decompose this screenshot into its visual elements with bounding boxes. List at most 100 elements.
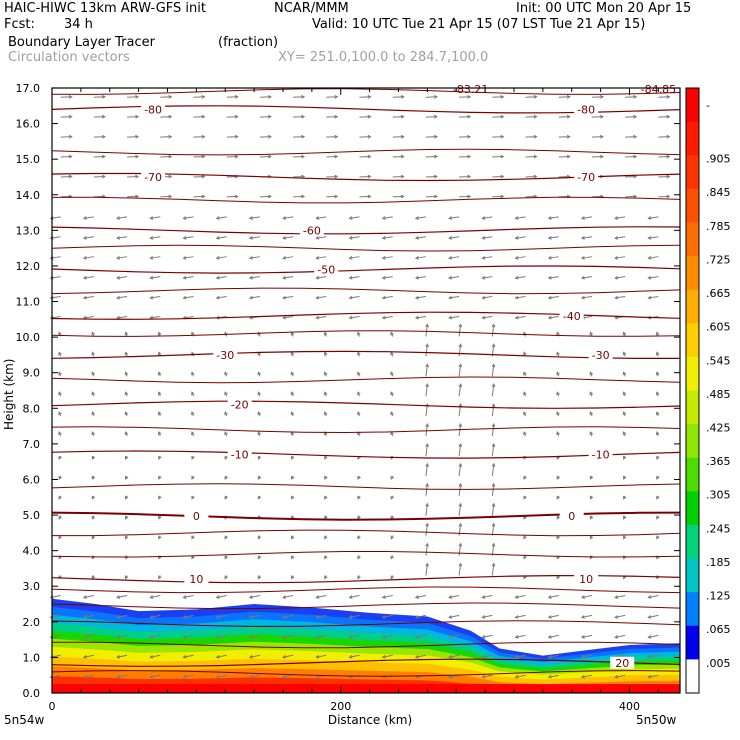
circulation-vector-head bbox=[357, 411, 361, 416]
circulation-vector bbox=[216, 236, 227, 239]
circulation-vector bbox=[326, 156, 338, 158]
circulation-vector bbox=[581, 614, 593, 618]
circulation-vector bbox=[525, 96, 537, 98]
circulation-vector bbox=[548, 216, 559, 219]
circulation-vector bbox=[216, 634, 227, 638]
circulation-vector-head bbox=[381, 295, 386, 300]
circulation-vector-head bbox=[458, 542, 463, 547]
circulation-vector-head bbox=[215, 615, 220, 619]
circulation-vector-head bbox=[623, 495, 627, 500]
circulation-vector bbox=[226, 116, 238, 118]
circulation-vector-head bbox=[357, 331, 361, 336]
top-contour-label: -83.21 bbox=[453, 83, 488, 96]
circulation-vector bbox=[349, 634, 360, 638]
circulation-vector-head bbox=[168, 94, 173, 99]
y-tick-label: 10.0 bbox=[16, 331, 41, 344]
circulation-vector-head bbox=[514, 295, 519, 300]
circulation-vector bbox=[359, 136, 371, 138]
circulation-vector-head bbox=[357, 495, 361, 500]
circulation-vector-head bbox=[323, 331, 328, 336]
circulation-vector bbox=[349, 296, 360, 299]
circulation-vector bbox=[193, 136, 205, 138]
circulation-vector-head bbox=[323, 391, 328, 396]
circulation-vector-head bbox=[248, 654, 253, 659]
circulation-vector-head bbox=[101, 94, 106, 99]
circulation-vector-head bbox=[458, 462, 463, 467]
circulation-vector-head bbox=[301, 134, 306, 139]
circulation-vector bbox=[127, 156, 139, 158]
circulation-vector-head bbox=[523, 475, 527, 480]
circulation-vector-head bbox=[458, 442, 463, 447]
temperature-contour bbox=[51, 244, 681, 252]
circulation-vector bbox=[382, 614, 393, 618]
circulation-vector-head bbox=[547, 295, 552, 300]
y-axis-label: Height (km) bbox=[2, 359, 16, 430]
circulation-vector-head bbox=[656, 515, 660, 520]
circulation-vector-head bbox=[116, 275, 121, 280]
colorbar-label: .245 bbox=[706, 522, 731, 535]
circulation-vector bbox=[491, 503, 495, 516]
circulation-vector bbox=[316, 216, 327, 219]
circulation-vector-head bbox=[348, 315, 353, 320]
circulation-vector-head bbox=[234, 194, 239, 199]
circulation-vector-head bbox=[580, 295, 585, 300]
circulation-vector bbox=[415, 614, 427, 618]
temperature-contour-labelled bbox=[51, 350, 680, 359]
circulation-vector-head bbox=[656, 455, 660, 460]
circulation-vector bbox=[127, 195, 139, 198]
circulation-vector-head bbox=[580, 595, 585, 599]
circulation-vector-head bbox=[191, 535, 195, 540]
circulation-vector-head bbox=[124, 351, 129, 356]
contour-label: -10 bbox=[231, 449, 249, 462]
circulation-vector bbox=[458, 344, 462, 357]
circulation-vector-head bbox=[157, 371, 162, 376]
circulation-vector-head bbox=[433, 134, 438, 139]
circulation-vector-head bbox=[116, 674, 121, 679]
circulation-vector-head bbox=[191, 431, 195, 436]
circulation-vector-head bbox=[500, 94, 505, 99]
circulation-vector-head bbox=[124, 515, 129, 520]
circulation-vector-head bbox=[124, 575, 129, 580]
circulation-vector-head bbox=[348, 236, 353, 240]
circulation-vector bbox=[382, 216, 393, 219]
circulation-vector bbox=[226, 175, 238, 178]
circulation-vector-head bbox=[491, 343, 496, 348]
circulation-vector-head bbox=[201, 194, 206, 199]
circulation-vector-head bbox=[656, 475, 660, 480]
circulation-vector-head bbox=[633, 194, 638, 199]
circulation-vector-head bbox=[248, 595, 253, 599]
contour-label: 10 bbox=[579, 573, 593, 586]
circulation-vector bbox=[459, 96, 471, 98]
circulation-vector-head bbox=[647, 295, 652, 300]
circulation-vector bbox=[293, 96, 305, 98]
circulation-vector-head bbox=[91, 495, 96, 500]
circulation-vector-head bbox=[425, 522, 429, 527]
circulation-vector-head bbox=[157, 431, 162, 436]
circulation-vector bbox=[548, 654, 559, 658]
circulation-vector bbox=[83, 654, 94, 658]
circulation-vector-head bbox=[448, 295, 453, 300]
circulation-vector-head bbox=[656, 535, 660, 540]
circulation-vector-head bbox=[523, 411, 527, 416]
circulation-vector-head bbox=[215, 654, 220, 659]
circulation-vector-head bbox=[257, 475, 262, 480]
circulation-vector-head bbox=[135, 194, 140, 199]
circulation-vector-head bbox=[68, 94, 73, 99]
temperature-contours: -80 -80 -70 -70 -60 -50 -40 -30 -30 -20 -10 -10 0 0 10… bbox=[51, 83, 681, 677]
circulation-vector-head bbox=[323, 371, 328, 376]
circulation-vector bbox=[316, 276, 327, 279]
circulation-vector-head bbox=[400, 154, 405, 159]
circulation-vector bbox=[183, 276, 194, 279]
circulation-vector bbox=[482, 315, 493, 319]
circulation-vector-head bbox=[425, 462, 429, 467]
circulation-vector bbox=[548, 614, 559, 618]
circulation-vector-head bbox=[168, 194, 173, 199]
circulation-vector-head bbox=[622, 351, 627, 356]
circulation-vector-head bbox=[58, 351, 62, 356]
circulation-vector-head bbox=[647, 654, 652, 659]
circulation-vector-head bbox=[622, 331, 627, 336]
circulation-vector bbox=[548, 276, 559, 279]
circulation-vector-head bbox=[282, 255, 287, 260]
contour-label: -70 bbox=[144, 171, 162, 184]
circulation-vector-head bbox=[315, 315, 320, 320]
